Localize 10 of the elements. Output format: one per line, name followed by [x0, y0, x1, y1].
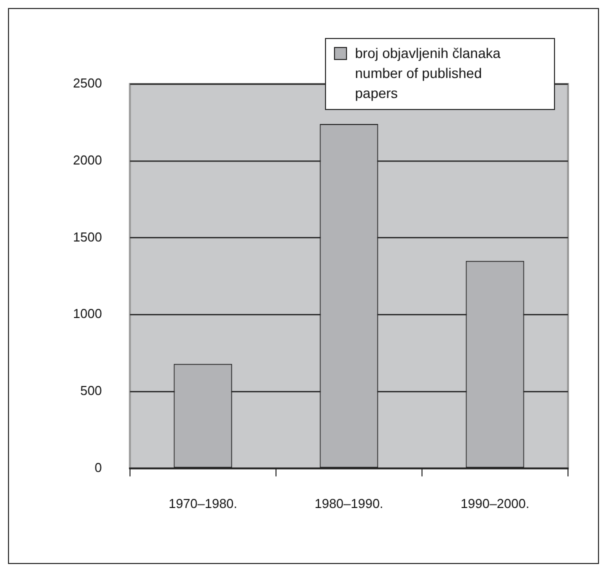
x-tick-label: 1980–1990. — [314, 496, 384, 511]
legend-label: broj objavljenih članaka number of published papers — [355, 44, 502, 103]
y-tick-label: 2500 — [73, 76, 102, 91]
y-tick-label: 0 — [94, 460, 102, 475]
x-tick-label: 1990–2000. — [460, 496, 530, 511]
y-tick-label: 2000 — [73, 152, 102, 168]
y-tick-label: 1500 — [73, 229, 102, 244]
y-tick-label: 1000 — [73, 306, 102, 322]
y-tick-label: 500 — [80, 383, 102, 398]
x-tick-label: 1970–1980. — [168, 496, 238, 511]
